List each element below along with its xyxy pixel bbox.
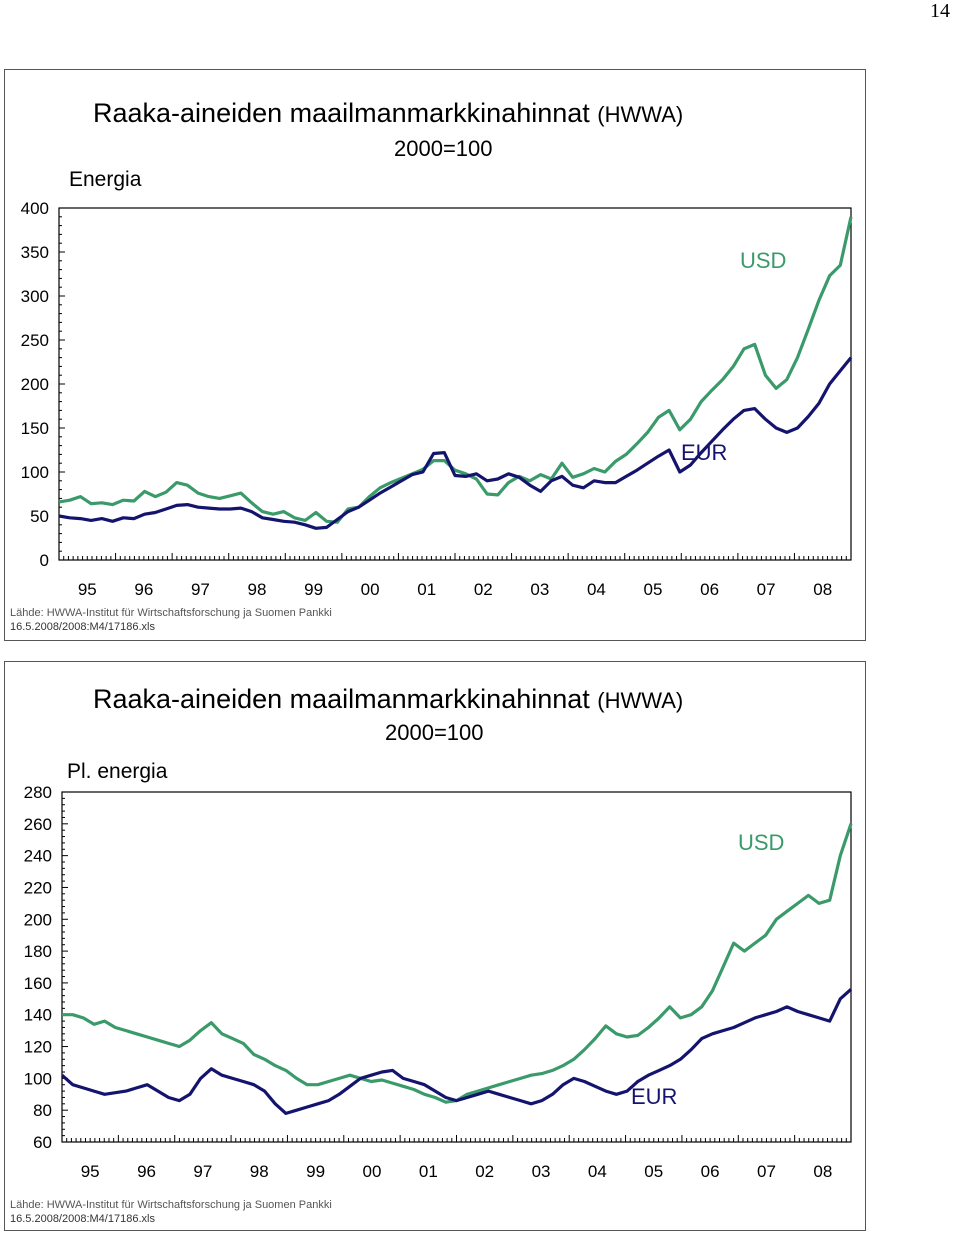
x-tick-label: 08 bbox=[813, 580, 832, 599]
x-tick-label: 08 bbox=[813, 1162, 832, 1181]
x-tick-label: 96 bbox=[137, 1162, 156, 1181]
source-note: Lähde: HWWA-Institut für Wirtschaftsfors… bbox=[10, 606, 332, 634]
y-tick-label: 60 bbox=[33, 1133, 52, 1152]
series-line-eur bbox=[58, 356, 853, 530]
chart-subtitle: 2000=100 bbox=[385, 720, 484, 745]
y-tick-label: 250 bbox=[21, 331, 49, 350]
chart-title-suffix: (HWWA) bbox=[597, 102, 684, 127]
series-label-usd: USD bbox=[740, 248, 786, 273]
x-tick-label: 99 bbox=[304, 580, 323, 599]
x-tick-label: 95 bbox=[81, 1162, 100, 1181]
x-tick-label: 99 bbox=[306, 1162, 325, 1181]
x-tick-label: 05 bbox=[644, 1162, 663, 1181]
x-tick-label: 06 bbox=[700, 580, 719, 599]
x-tick-label: 96 bbox=[134, 580, 153, 599]
chart-subtitle: 2000=100 bbox=[394, 136, 493, 161]
chart-title-main: Raaka-aineiden maailmanmarkkinahinnat bbox=[93, 684, 590, 714]
series-label-eur: EUR bbox=[631, 1084, 677, 1109]
series-line-usd bbox=[62, 823, 853, 1104]
y-tick-label: 50 bbox=[30, 507, 49, 526]
y-tick-label: 280 bbox=[24, 783, 52, 802]
y-tick-label: 180 bbox=[24, 942, 52, 961]
x-tick-label: 97 bbox=[193, 1162, 212, 1181]
source-line: Lähde: HWWA-Institut für Wirtschaftsfors… bbox=[10, 1199, 332, 1211]
y-tick-label: 240 bbox=[24, 847, 52, 866]
series-line-usd bbox=[58, 216, 853, 524]
source-note: Lähde: HWWA-Institut für Wirtschaftsfors… bbox=[10, 1198, 332, 1226]
chart-title-suffix: (HWWA) bbox=[597, 688, 684, 713]
x-tick-label: 98 bbox=[248, 580, 267, 599]
y-tick-label: 200 bbox=[21, 375, 49, 394]
x-tick-label: 01 bbox=[417, 580, 436, 599]
y-tick-label: 400 bbox=[21, 199, 49, 218]
x-tick-label: 03 bbox=[532, 1162, 551, 1181]
y-tick-label: 0 bbox=[40, 551, 49, 570]
y-tick-label: 140 bbox=[24, 1006, 52, 1025]
x-tick-label: 04 bbox=[588, 1162, 607, 1181]
line-chart-non-energy: 60 80 100 120 140 160 180 200 220 240 260 280 95 96 97… bbox=[24, 783, 853, 1181]
x-tick-label: 03 bbox=[530, 580, 549, 599]
series-label-usd: USD bbox=[738, 830, 784, 855]
file-reference: 16.5.2008/2008:M4/17186.xls bbox=[10, 621, 155, 633]
y-tick-label: 150 bbox=[21, 419, 49, 438]
x-tick-label: 04 bbox=[587, 580, 606, 599]
chart-title: Raaka-aineiden maailmanmarkkinahinnat (H… bbox=[93, 684, 683, 715]
x-tick-label: 97 bbox=[191, 580, 210, 599]
page-number: 14 bbox=[930, 0, 950, 22]
y-tick-label: 80 bbox=[33, 1101, 52, 1120]
y-tick-label: 100 bbox=[21, 463, 49, 482]
source-line: Lähde: HWWA-Institut für Wirtschaftsfors… bbox=[10, 607, 332, 619]
y-tick-label: 350 bbox=[21, 243, 49, 262]
y-tick-label: 220 bbox=[24, 878, 52, 897]
panel-label: Pl. energia bbox=[67, 760, 168, 783]
file-reference: 16.5.2008/2008:M4/17186.xls bbox=[10, 1213, 155, 1225]
series-line-eur bbox=[60, 988, 853, 1115]
y-tick-label: 260 bbox=[24, 815, 52, 834]
plot-area bbox=[58, 207, 852, 561]
x-tick-label: 01 bbox=[419, 1162, 438, 1181]
y-tick-label: 160 bbox=[24, 974, 52, 993]
x-tick-label: 07 bbox=[757, 580, 776, 599]
x-tick-label: 05 bbox=[644, 580, 663, 599]
series-label-eur: EUR bbox=[681, 440, 727, 465]
panel-label: Energia bbox=[69, 168, 142, 191]
chart-panel-energy: Raaka-aineiden maailmanmarkkinahinnat (H… bbox=[4, 69, 866, 641]
x-tick-label: 98 bbox=[250, 1162, 269, 1181]
x-tick-label: 00 bbox=[361, 580, 380, 599]
x-tick-label: 07 bbox=[757, 1162, 776, 1181]
y-tick-label: 300 bbox=[21, 287, 49, 306]
x-tick-label: 02 bbox=[475, 1162, 494, 1181]
chart-title-main: Raaka-aineiden maailmanmarkkinahinnat bbox=[93, 98, 590, 128]
chart-title: Raaka-aineiden maailmanmarkkinahinnat (H… bbox=[93, 98, 683, 129]
y-tick-label: 100 bbox=[24, 1069, 52, 1088]
x-tick-label: 00 bbox=[363, 1162, 382, 1181]
y-tick-label: 200 bbox=[24, 910, 52, 929]
x-tick-label: 95 bbox=[78, 580, 97, 599]
y-tick-label: 120 bbox=[24, 1038, 52, 1057]
x-tick-label: 06 bbox=[701, 1162, 720, 1181]
x-tick-label: 02 bbox=[474, 580, 493, 599]
plot-area bbox=[61, 791, 852, 1143]
chart-panel-non-energy: Raaka-aineiden maailmanmarkkinahinnat (H… bbox=[4, 661, 866, 1231]
